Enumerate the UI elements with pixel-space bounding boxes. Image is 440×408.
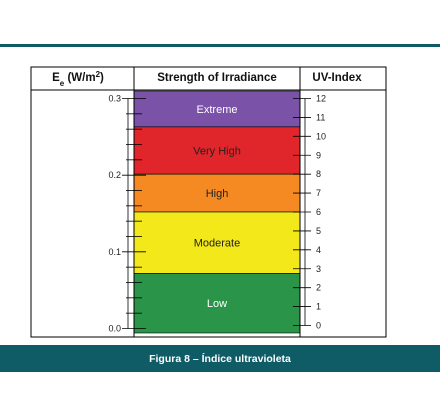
left-axis-tick-label: 0.2 (108, 170, 121, 180)
right-axis-tick-label: 10 (316, 131, 326, 141)
right-axis-tick-label: 4 (316, 245, 321, 255)
table-header: Ee (W/m2) Strength of Irradiance UV-Inde… (52, 70, 362, 88)
left-axis-tick-label: 0.1 (108, 247, 121, 257)
right-axis-tick-label: 0 (316, 321, 321, 331)
right-axis-tick-label: 5 (316, 226, 321, 236)
table-frame (30, 66, 387, 338)
right-axis-tick-label: 7 (316, 188, 321, 198)
right-axis-tick-label: 9 (316, 150, 321, 160)
right-axis-tick-label: 1 (316, 302, 321, 312)
band-label-extreme: Extreme (197, 104, 238, 116)
band-low (133, 273, 301, 334)
left-axis-tick-label: 0.0 (108, 324, 121, 334)
figure-caption: Figura 8 – Índice ultravioleta (149, 352, 291, 365)
right-axis-tick-label: 2 (316, 283, 321, 293)
top-rule (0, 44, 440, 47)
band-label-high: High (206, 188, 229, 200)
right-axis-tick-label: 6 (316, 207, 321, 217)
band-label-moderate: Moderate (194, 238, 240, 250)
header-uv-index: UV-Index (312, 72, 362, 84)
band-label-low: Low (207, 298, 227, 310)
right-axis-tick-label: 11 (316, 112, 325, 122)
band-label-very-high: Very High (193, 146, 241, 158)
header-ee: Ee (W/m2) (52, 70, 104, 88)
left-axis-tick-label: 0.3 (108, 94, 121, 104)
right-axis-tick-label: 8 (316, 169, 321, 179)
right-axis-tick-label: 3 (316, 264, 321, 274)
header-strength: Strength of Irradiance (157, 72, 277, 84)
band-very-high (133, 126, 301, 175)
figure-caption-bar: Figura 8 – Índice ultravioleta (0, 345, 440, 372)
right-axis-tick-label: 12 (316, 94, 326, 104)
